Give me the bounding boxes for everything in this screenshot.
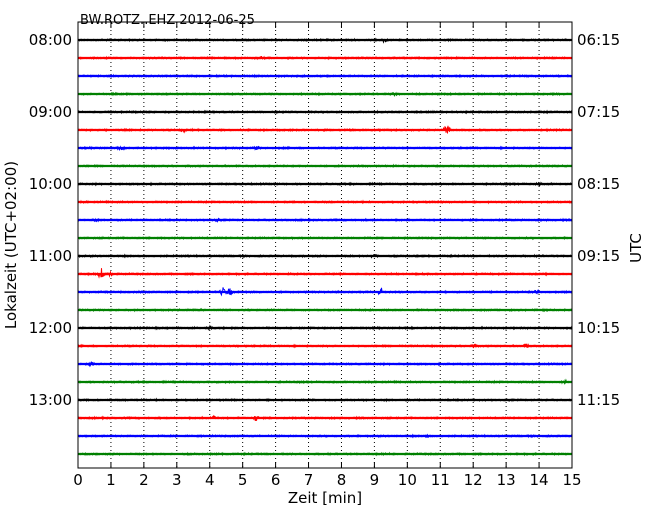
x-tick-label: 14: [530, 471, 549, 489]
left-tick-label: 09:00: [29, 103, 72, 121]
x-tick-label: 7: [304, 471, 314, 489]
x-tick-label: 9: [370, 471, 380, 489]
right-y-axis-label: UTC: [627, 233, 645, 263]
x-tick-label: 11: [431, 471, 450, 489]
left-tick-label: 13:00: [29, 391, 72, 409]
x-tick-label: 10: [398, 471, 417, 489]
trace-group: [77, 37, 573, 457]
x-tick-label: 5: [238, 471, 248, 489]
right-tick-label: 09:15: [577, 247, 620, 265]
right-y-axis: 06:15 07:15 08:15 09:15 10:15 11:15: [566, 31, 620, 409]
right-tick-label: 10:15: [577, 319, 620, 337]
x-tick-label: 13: [497, 471, 516, 489]
left-tick-label: 12:00: [29, 319, 72, 337]
chart-title: BW.ROTZ..EHZ 2012-06-25: [80, 13, 255, 28]
x-axis-label: Zeit [min]: [288, 489, 362, 507]
x-tick-label: 1: [106, 471, 116, 489]
left-y-axis-label: Lokalzeit (UTC+02:00): [2, 161, 20, 329]
x-tick-label: 6: [271, 471, 281, 489]
plot-frame: [77, 21, 573, 469]
x-tick-label: 15: [562, 471, 581, 489]
x-tick-label: 4: [205, 471, 215, 489]
x-tick-label: 2: [139, 471, 149, 489]
x-tick-label: 8: [337, 471, 347, 489]
left-tick-label: 11:00: [29, 247, 72, 265]
right-tick-label: 06:15: [577, 31, 620, 49]
x-tick-label: 3: [172, 471, 182, 489]
x-tick-label: 0: [73, 471, 83, 489]
right-tick-label: 07:15: [577, 103, 620, 121]
left-y-axis: 08:00 09:00 10:00 11:00 12:00 13:00: [29, 31, 84, 409]
trace-1115: [77, 268, 573, 279]
x-tick-label: 12: [464, 471, 483, 489]
right-tick-label: 08:15: [577, 175, 620, 193]
left-tick-label: 10:00: [29, 175, 72, 193]
left-tick-label: 08:00: [29, 31, 72, 49]
x-axis: 0 1 2 3 4 5 6 7 8 9 10 11 12 13 14 15: [73, 22, 582, 489]
right-tick-label: 11:15: [577, 391, 620, 409]
